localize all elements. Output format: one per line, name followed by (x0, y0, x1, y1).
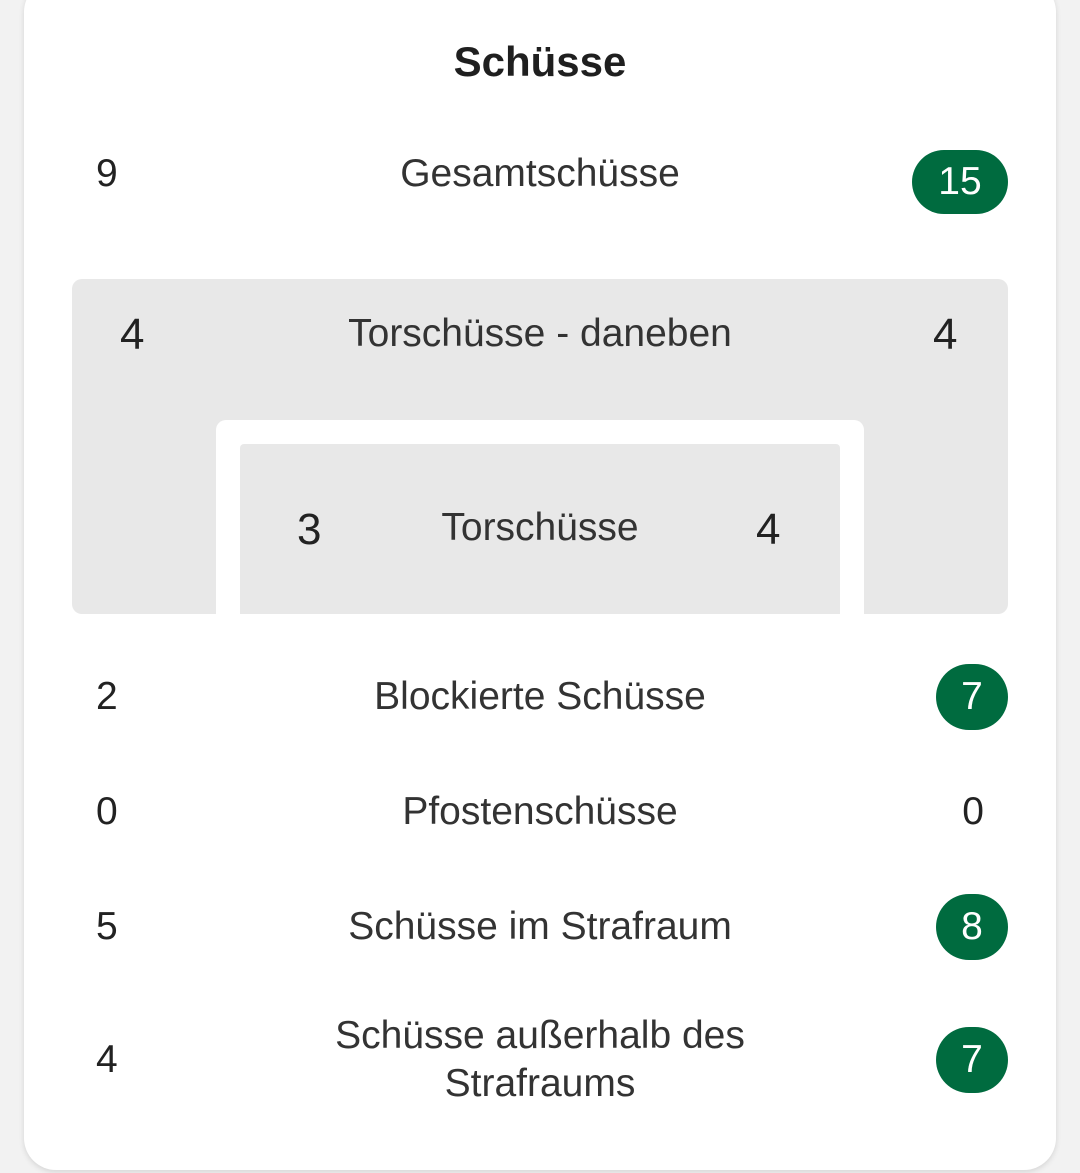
off-target-label: Torschüsse - daneben (348, 312, 732, 355)
on-target-home-value: 3 (297, 505, 322, 554)
section-title: Schüsse (453, 38, 627, 85)
stat-label: Pfostenschüsse (402, 790, 678, 833)
stat-label: Blockierte Schüsse (374, 675, 706, 718)
home-value: 2 (96, 675, 118, 718)
home-value: 0 (96, 790, 118, 833)
on-target-away-value: 4 (756, 505, 781, 554)
on-target-label: Torschüsse (441, 506, 639, 549)
goal-graphic-on-target-area (240, 444, 840, 614)
away-value-badge: 7 (936, 664, 1008, 730)
away-value-badge: 7 (936, 1027, 1008, 1093)
stat-label: Gesamtschüsse (400, 152, 680, 195)
off-target-away-value: 4 (933, 310, 958, 359)
away-value-badge: 8 (936, 894, 1008, 960)
away-value: 0 (962, 790, 984, 833)
away-value-badge: 15 (912, 150, 1008, 214)
home-value: 9 (96, 152, 118, 195)
home-value: 4 (96, 1038, 118, 1081)
home-value: 5 (96, 905, 118, 948)
stat-label: Schüsse im Strafraum (348, 905, 732, 948)
stat-label: Schüsse außerhalb des Strafraums (335, 1014, 745, 1105)
off-target-home-value: 4 (120, 310, 145, 359)
